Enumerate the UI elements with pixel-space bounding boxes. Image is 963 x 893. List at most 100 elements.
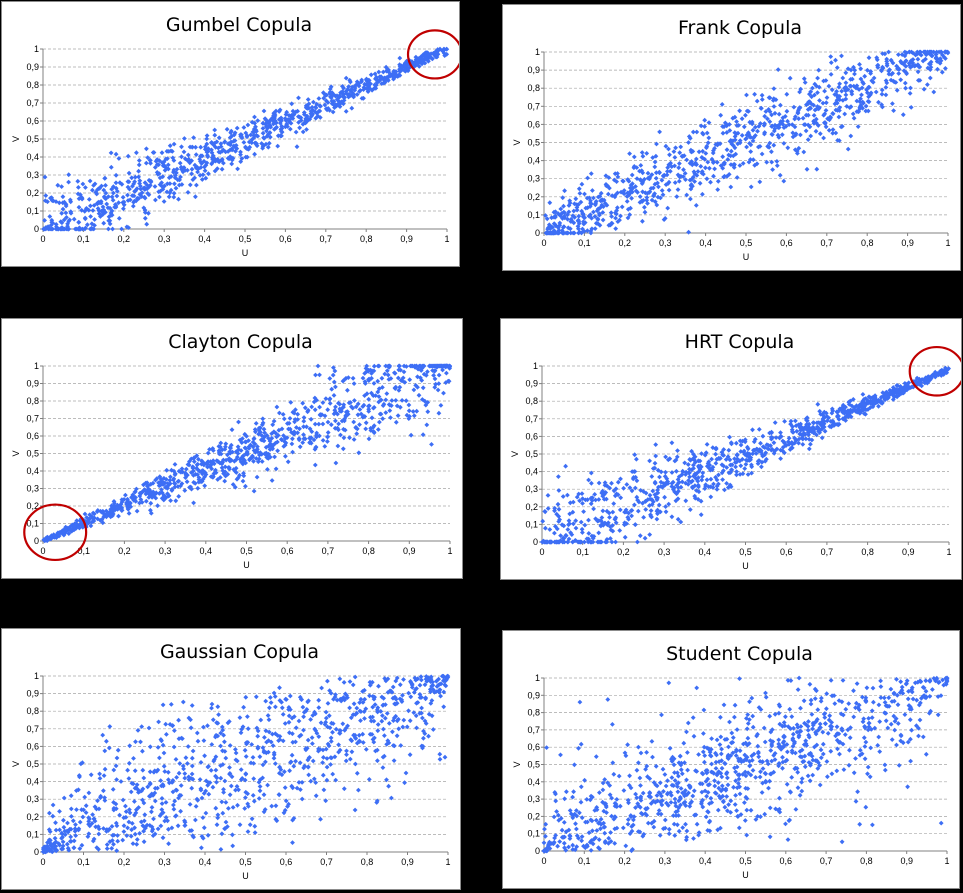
scatter-point <box>136 174 141 180</box>
scatter-point <box>148 160 153 166</box>
scatter-point <box>289 783 295 789</box>
scatter-point <box>294 425 299 430</box>
y-tick-label: 0,8 <box>527 83 540 93</box>
scatter-point <box>277 770 282 776</box>
scatter-point <box>908 85 913 91</box>
scatter-point <box>390 695 396 701</box>
scatter-point <box>689 448 694 454</box>
scatter-point <box>692 493 698 499</box>
scatter-point <box>216 135 222 141</box>
scatter-point <box>324 764 330 770</box>
scatter-point <box>338 698 344 704</box>
scatter-point <box>796 422 801 428</box>
scatter-point <box>553 223 559 229</box>
scatter-point <box>102 795 107 800</box>
scatter-point <box>282 807 288 813</box>
x-tick-label: 0,4 <box>198 234 211 244</box>
scatter-point <box>260 126 266 131</box>
scatter-point <box>722 120 728 126</box>
scatter-point <box>400 724 406 730</box>
scatter-point <box>654 508 660 514</box>
scatter-point <box>342 418 347 424</box>
scatter-point <box>806 99 811 105</box>
scatter-point <box>720 154 726 160</box>
scatter-point <box>318 720 324 726</box>
scatter-point <box>212 140 217 146</box>
scatter-point <box>378 74 384 80</box>
scatter-point <box>401 677 406 682</box>
scatter-point <box>413 383 419 388</box>
scatter-point <box>748 157 753 162</box>
scatter-point <box>593 220 599 226</box>
scatter-point <box>246 146 251 152</box>
scatter-point <box>639 168 645 174</box>
scatter-point <box>109 186 115 192</box>
scatter-point <box>157 474 163 480</box>
scatter-point <box>407 377 413 383</box>
scatter-point <box>860 105 865 111</box>
scatter-point <box>730 138 736 144</box>
scatter-point <box>220 762 226 767</box>
y-tick-label: 0,3 <box>525 484 538 494</box>
scatter-point <box>696 489 702 495</box>
scatter-point <box>132 812 137 818</box>
x-tick-label: 0,1 <box>576 547 589 557</box>
scatter-point <box>858 76 864 82</box>
scatter-point <box>53 534 59 540</box>
scatter-point <box>593 497 598 503</box>
scatter-point <box>246 444 252 449</box>
scatter-point <box>123 814 129 820</box>
scatter-point <box>227 765 232 770</box>
scatter-point <box>603 539 608 545</box>
scatter-point <box>824 95 830 100</box>
scatter-point <box>90 510 96 516</box>
y-tick-label: 0,3 <box>26 484 39 494</box>
scatter-point <box>255 118 261 123</box>
scatter-point <box>250 793 256 798</box>
scatter-point <box>793 423 799 429</box>
scatter-point <box>394 733 400 739</box>
scatter-point <box>653 175 659 181</box>
scatter-point <box>213 767 219 773</box>
scatter-point <box>198 144 204 150</box>
scatter-point <box>91 836 97 842</box>
scatter-point <box>141 800 147 806</box>
scatter-point <box>233 787 238 793</box>
scatter-point <box>662 494 667 500</box>
scatter-point <box>684 157 690 163</box>
scatter-point <box>590 495 595 501</box>
scatter-point <box>143 498 149 504</box>
scatter-point <box>331 696 336 702</box>
scatter-point <box>304 127 309 132</box>
scatter-point <box>817 408 823 414</box>
y-tick-label: 1 <box>535 47 540 57</box>
scatter-point <box>328 422 334 428</box>
scatter-point <box>157 755 162 761</box>
scatter-point <box>397 55 403 61</box>
scatter-point <box>323 396 329 401</box>
scatter-point <box>180 763 186 769</box>
scatter-point <box>607 524 613 530</box>
scatter-point <box>166 493 171 499</box>
x-tick-label: 0,5 <box>239 234 252 244</box>
scatter-point <box>728 148 734 154</box>
scatter-point <box>704 176 710 182</box>
x-tick-label: 0,6 <box>281 546 294 556</box>
scatter-point <box>149 805 155 810</box>
scatter-point <box>773 435 779 440</box>
scatter-point <box>285 804 290 809</box>
scatter-point <box>625 206 631 212</box>
scatter-point <box>252 114 257 120</box>
scatter-point <box>675 496 681 502</box>
x-tick-label: 0,8 <box>362 546 375 556</box>
scatter-point <box>762 131 767 137</box>
scatter-point <box>260 144 266 149</box>
scatter-point <box>691 466 696 471</box>
scatter-point <box>758 440 763 446</box>
scatter-point <box>414 408 420 414</box>
scatter-point <box>265 713 271 718</box>
scatter-point <box>376 386 382 392</box>
scatter-point <box>798 132 803 138</box>
scatter-point <box>735 130 741 136</box>
scatter-point <box>209 147 214 153</box>
